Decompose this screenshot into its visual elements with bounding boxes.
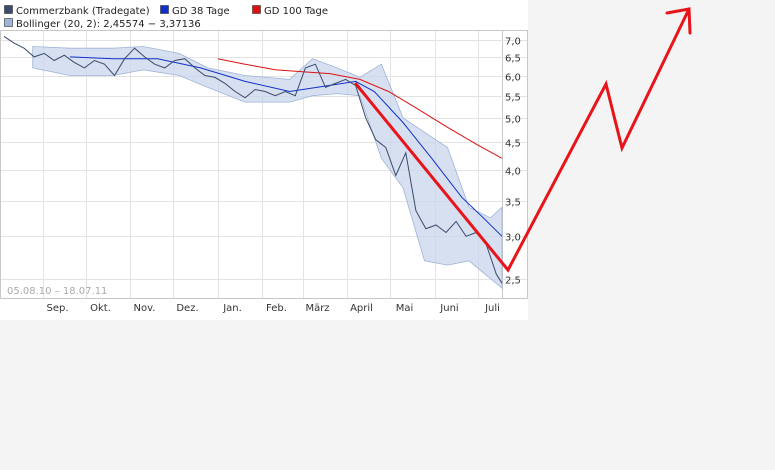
price-line [3,35,503,284]
y-tick-label: 6,5 [505,54,521,65]
x-tick-label: Feb. [266,303,287,314]
x-tick-label: Nov. [134,303,156,314]
bollinger-band [32,46,503,289]
gd38-line [69,56,503,237]
x-tick-label: Sep. [46,303,68,314]
y-tick-label: 5,5 [505,93,521,104]
y-tick-label: 4,0 [505,167,521,178]
legend-label: Bollinger (20, 2): 2,45574 − 3,37136 [16,19,201,30]
x-tick-label: Okt. [90,303,111,314]
annotation-arrowhead [665,7,692,35]
legend-label: GD 38 Tage [172,6,230,17]
y-tick-label: 5,0 [505,115,521,126]
x-tick-label: Jan. [222,303,242,314]
x-tick-label: Juli [484,303,500,314]
stock-chart: 7,0 6,5 6,0 5,5 5,0 4,5 4,0 3,5 3,0 2,5 Sep. Okt. No… [0,5,528,314]
y-tick-label: 7,0 [505,37,521,48]
legend-swatch [4,18,13,27]
x-tick-label: Mai [396,303,414,314]
legend-label: Commerzbank (Tradegate) [16,6,150,17]
x-tick-label: März [305,303,329,314]
annotation-arrow-line [354,7,691,273]
legend-swatch [252,5,261,14]
y-tick-label: 2,5 [505,276,521,287]
legend-swatch [160,5,169,14]
legend-label: GD 100 Tage [264,6,328,17]
x-tick-label: April [350,303,373,314]
date-range-label: 05.08.10 – 18.07.11 [7,286,107,297]
y-tick-label: 3,5 [505,198,521,209]
x-tick-label: Dez. [176,303,198,314]
legend-swatch [4,5,13,14]
y-tick-label: 3,0 [505,233,521,244]
x-tick-label: Juni [439,303,458,314]
y-tick-label: 6,0 [505,73,521,84]
y-tick-label: 4,5 [505,139,521,150]
gd100-line [217,58,503,159]
chart-panel: 7,0 6,5 6,0 5,5 5,0 4,5 4,0 3,5 3,0 2,5 Sep. Okt. No… [0,0,528,320]
